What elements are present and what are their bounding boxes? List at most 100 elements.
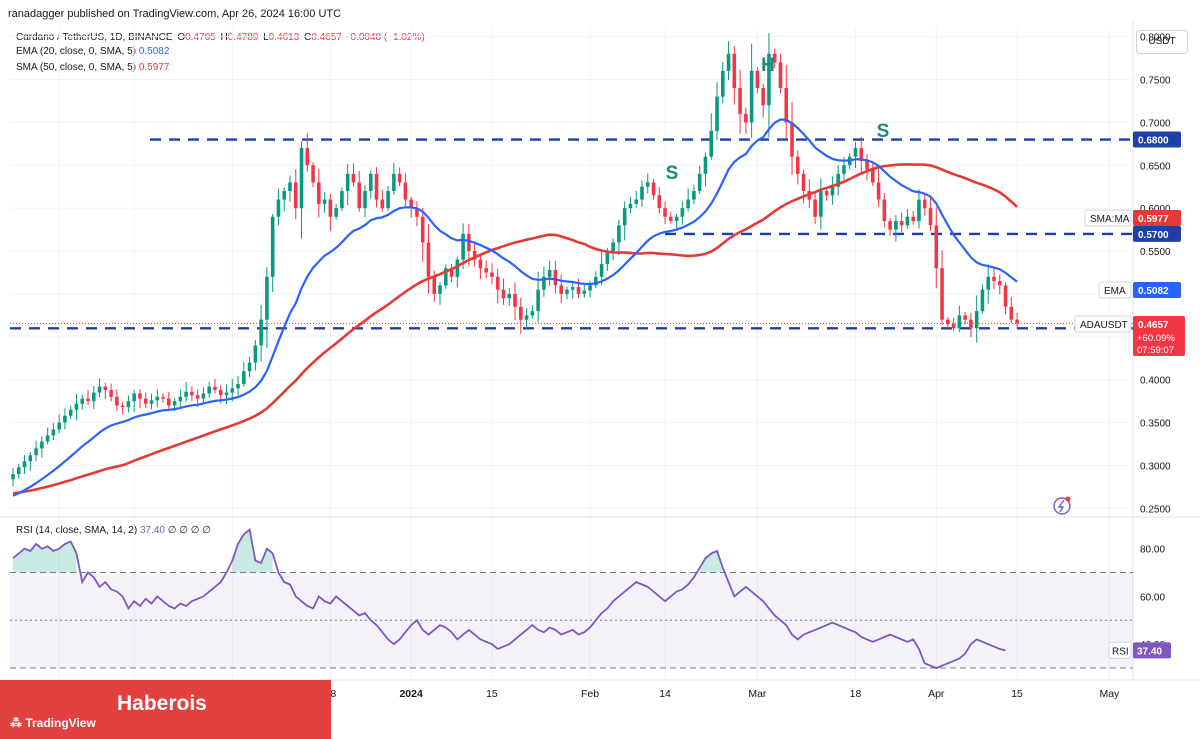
- indicator-tag-name-box: [1084, 209, 1132, 227]
- candle-body: [784, 88, 789, 123]
- level-tag-label: 0.5700: [1138, 230, 1169, 241]
- sma-legend[interactable]: SMA (50, close, 0, SMA, 5) 0.5977: [16, 62, 169, 73]
- alert-icon[interactable]: [1053, 496, 1071, 515]
- candle-body: [299, 148, 304, 209]
- candle-body: [778, 62, 783, 89]
- pattern-labels: S H S: [666, 55, 890, 184]
- candle-body: [801, 173, 806, 191]
- candle-body: [611, 242, 615, 252]
- candle-body: [720, 70, 725, 97]
- candle-body: [242, 371, 246, 385]
- indicator-tag-box: [1133, 210, 1181, 226]
- candle-body: [293, 182, 298, 209]
- candle-body: [703, 156, 708, 174]
- rsi-tag-name-box: [1108, 641, 1132, 659]
- candle-body: [865, 160, 869, 170]
- candle-body: [178, 396, 183, 402]
- candle-body: [542, 276, 546, 290]
- candle-body: [917, 199, 921, 222]
- watermark-banner: Haberois: [0, 680, 331, 739]
- candle-body: [368, 173, 373, 191]
- ema-legend[interactable]: EMA (20, close, 0, SMA, 5) 0.5082: [16, 46, 169, 57]
- candle-body: [888, 221, 892, 230]
- time-tick-label: 15: [486, 688, 498, 700]
- candle-body: [472, 251, 477, 260]
- candle-body: [409, 199, 413, 209]
- candle-body: [963, 315, 967, 320]
- candle-body: [449, 268, 454, 277]
- candle-body: [80, 398, 85, 404]
- time-tick-label: 2024: [399, 688, 423, 700]
- candle-body: [386, 191, 390, 209]
- candle-body: [928, 208, 933, 226]
- candle-body: [16, 467, 21, 475]
- tv-logo-icon: ⁂: [10, 716, 26, 730]
- candle-body: [172, 401, 177, 406]
- candle-body: [230, 388, 235, 393]
- price-tick-label: 0.3000: [1140, 462, 1171, 473]
- indicator-tag-name-box: [1074, 315, 1132, 333]
- candle-body: [553, 269, 558, 286]
- candle-body: [490, 272, 494, 277]
- candle-body: [143, 398, 148, 404]
- candle-body: [270, 216, 275, 277]
- rsi-legend[interactable]: RSI (14, close, SMA, 14, 2) 37.40 ∅ ∅ ∅ …: [16, 525, 211, 536]
- candle-body: [772, 53, 777, 63]
- symbol-name: Cardano / TetherUS, 1D, BINANCE: [16, 32, 173, 43]
- candle-body: [674, 216, 679, 222]
- indicator-tag-value: 0.4657: [1138, 320, 1169, 331]
- level-tag-label: 0.6800: [1138, 136, 1169, 147]
- candle-body: [380, 199, 385, 209]
- candles: [11, 32, 1019, 487]
- candle-body: [905, 216, 910, 226]
- candle-body: [432, 276, 437, 294]
- candle-body: [51, 429, 56, 436]
- candle-body: [501, 289, 506, 299]
- candle-body: [426, 242, 431, 277]
- candle-body: [588, 285, 592, 291]
- watermark-text: Haberois: [117, 692, 207, 715]
- currency-button[interactable]: USDT: [1136, 30, 1188, 54]
- candle-body: [997, 281, 1002, 286]
- indicator-tag-name: EMA: [1104, 286, 1126, 297]
- candle-body: [138, 393, 142, 399]
- candle-body: [443, 268, 448, 286]
- candle-body: [767, 53, 771, 106]
- time-tick-label: Apr: [928, 688, 945, 700]
- candle-body: [340, 191, 344, 209]
- candle-body: [126, 401, 131, 408]
- rsi-overbought-fill: [13, 541, 77, 573]
- candle-body: [645, 182, 650, 187]
- candle-body: [547, 269, 552, 277]
- rsi-tag-box: [1133, 642, 1171, 659]
- rsi-legend-extra: ∅ ∅ ∅ ∅: [167, 525, 211, 536]
- symbol-legend[interactable]: Cardano / TetherUS, 1D, BINANCE O0.4705 …: [16, 32, 425, 43]
- ohlc-l-label: L: [263, 32, 269, 43]
- candle-body: [288, 182, 292, 191]
- rsi-tick-label: 60.00: [1140, 592, 1165, 603]
- sma-line: [12, 162, 1018, 495]
- ohlc-o: 0.4705: [185, 32, 216, 43]
- candle-body: [438, 285, 442, 294]
- candle-body: [103, 386, 108, 391]
- candle-body: [63, 415, 67, 423]
- indicator-tag-value: 0.5082: [1138, 286, 1169, 297]
- candle-body: [282, 191, 287, 200]
- candle-body: [218, 390, 223, 396]
- candle-body: [484, 268, 488, 273]
- candle-body: [599, 263, 604, 277]
- moving-averages: [12, 118, 1018, 497]
- level-tag: [1133, 225, 1181, 242]
- tv-logo-text: TradingView: [25, 716, 96, 730]
- time-tick-label: Mar: [748, 688, 767, 700]
- candle-body: [882, 199, 887, 222]
- price-axis[interactable]: 0.8000 0.7500 0.7000 0.6500 0.6000 0.5500 0.50…: [1140, 33, 1171, 516]
- candle-body: [582, 290, 587, 294]
- candle-body: [871, 169, 875, 183]
- candle-body: [738, 88, 742, 114]
- candle-body: [132, 393, 136, 402]
- candle-body: [974, 311, 979, 329]
- candle-body: [940, 268, 944, 320]
- candle-body: [790, 122, 794, 157]
